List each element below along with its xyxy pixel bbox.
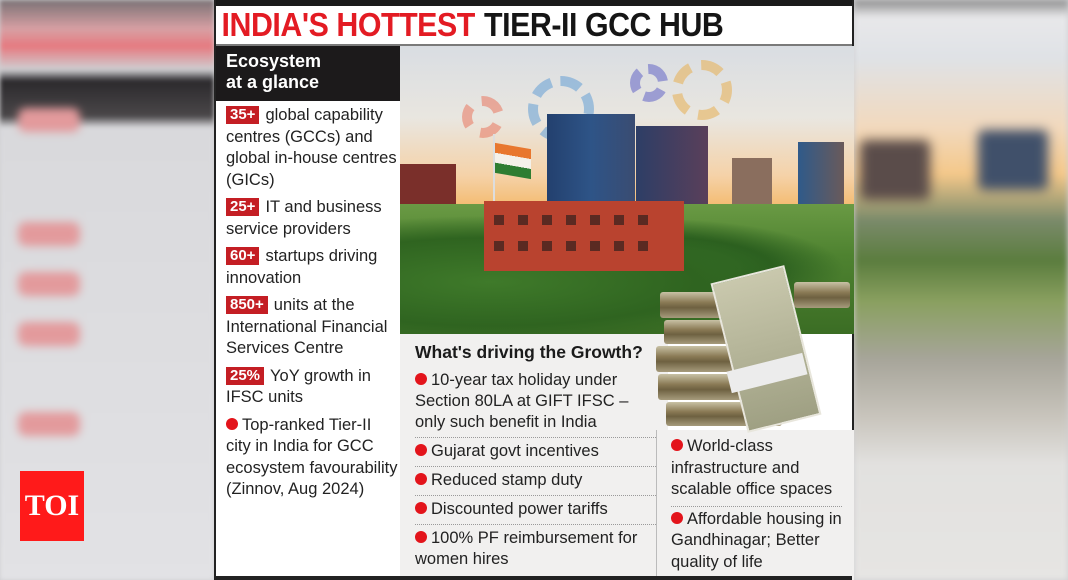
bullet-dot-icon: [415, 473, 427, 485]
growth-item: 100% PF reimbursement for women hires: [415, 525, 656, 574]
red-building: [484, 201, 684, 271]
headline: INDIA'S HOTTEST TIER-II GCC HUB: [216, 6, 801, 44]
blurred-badge: [18, 412, 80, 436]
logo-text: TOI: [24, 489, 80, 522]
ecosystem-item-text: global capability centres (GCCs) and glo…: [226, 106, 397, 189]
ecosystem-item: 60+ startups driving innovation: [226, 246, 400, 289]
growth-item: Reduced stamp duty: [415, 467, 656, 496]
indian-flag-icon: [495, 142, 531, 180]
growth-item-text: World-class infrastructure and scalable …: [671, 437, 833, 498]
stat-badge: 60+: [226, 247, 260, 265]
bullet-dot-icon: [415, 531, 427, 543]
ecosystem-item-text: IT and business service providers: [226, 198, 382, 238]
growth-drivers-panel: What's driving the Growth? 10-year tax h…: [400, 334, 668, 580]
blurred-background-right: [854, 0, 1068, 580]
ecosystem-bullet-item: Top-ranked Tier-II city in India for GCC…: [226, 415, 400, 501]
infographic-card: INDIA'S HOTTEST TIER-II GCC HUB Ecosyste…: [214, 0, 854, 580]
ecosystem-item: 25% YoY growth in IFSC units: [226, 366, 400, 409]
ecosystem-item-text: Top-ranked Tier-II city in India for GCC…: [226, 415, 398, 499]
blurred-badge: [18, 272, 80, 296]
ecosystem-item: 850+ units at the International Financial…: [226, 295, 400, 360]
growth-item: Discounted power tariffs: [415, 496, 656, 525]
blurred-badge: [18, 322, 80, 346]
blurred-building: [978, 130, 1048, 190]
note-bundle: [794, 282, 850, 308]
blurred-badge: [18, 108, 80, 132]
growth-item: 10-year tax holiday under Section 80LA a…: [415, 367, 656, 438]
ecosystem-title: Ecosystem at a glance: [216, 46, 400, 101]
stat-badge: 35+: [226, 106, 260, 124]
top-bar: [216, 0, 852, 6]
growth-item: World-class infrastructure and scalable …: [671, 434, 842, 507]
ecosystem-item-text: YoY growth in IFSC units: [226, 366, 371, 407]
stat-badge: 25+: [226, 198, 260, 216]
stat-badge: 850+: [226, 296, 268, 314]
bullet-dot-icon: [415, 502, 427, 514]
growth-title: What's driving the Growth?: [415, 342, 643, 362]
currency-stack-image: [654, 262, 854, 433]
ecosystem-panel: Ecosystem at a glance 35+ global capabili…: [216, 46, 400, 580]
ecosystem-title-line2: at a glance: [226, 72, 320, 92]
growth-item-text: Reduced stamp duty: [431, 471, 583, 489]
bullet-dot-icon: [671, 439, 683, 451]
bottom-bar: [216, 576, 852, 580]
bullet-dot-icon: [415, 373, 427, 385]
ecosystem-item-text: startups driving innovation: [226, 247, 378, 287]
ecosystem-list: 35+ global capability centres (GCCs) and …: [216, 101, 400, 501]
toi-logo: TOI: [20, 471, 84, 541]
gear-icon: [630, 64, 668, 102]
growth-item-text: Affordable housing in Gandhinagar; Bette…: [671, 509, 842, 571]
gear-icon: [672, 60, 732, 120]
growth-item-text: 100% PF reimbursement for women hires: [415, 529, 638, 568]
growth-item-text: 10-year tax holiday under Section 80LA a…: [415, 371, 629, 431]
bullet-dot-icon: [415, 444, 427, 456]
ecosystem-item-text: units at the International Financial Ser…: [226, 296, 388, 357]
bullet-dot-icon: [226, 417, 238, 430]
headline-highlight: INDIA'S HOTTEST: [221, 6, 476, 43]
ecosystem-title-line1: Ecosystem: [226, 51, 322, 71]
growth-drivers-extra: World-class infrastructure and scalable …: [656, 430, 854, 580]
growth-item: Gujarat govt incentives: [415, 438, 656, 467]
stat-badge: 25%: [226, 366, 265, 385]
bullet-dot-icon: [671, 511, 683, 524]
divider: [216, 44, 852, 46]
tower-building: [636, 126, 708, 214]
growth-item-text: Gujarat govt incentives: [431, 442, 599, 460]
ecosystem-item: 25+ IT and business service providers: [226, 197, 400, 240]
blurred-building: [860, 140, 930, 200]
tower-building: [798, 142, 844, 214]
blurred-badge: [18, 222, 80, 246]
growth-item: Affordable housing in Gandhinagar; Bette…: [671, 507, 842, 579]
ecosystem-item: 35+ global capability centres (GCCs) and …: [226, 105, 400, 191]
gear-icon: [462, 96, 504, 138]
tower-building: [547, 114, 635, 214]
growth-item-text: Discounted power tariffs: [431, 500, 608, 518]
headline-rest: TIER-II GCC HUB: [484, 6, 724, 43]
